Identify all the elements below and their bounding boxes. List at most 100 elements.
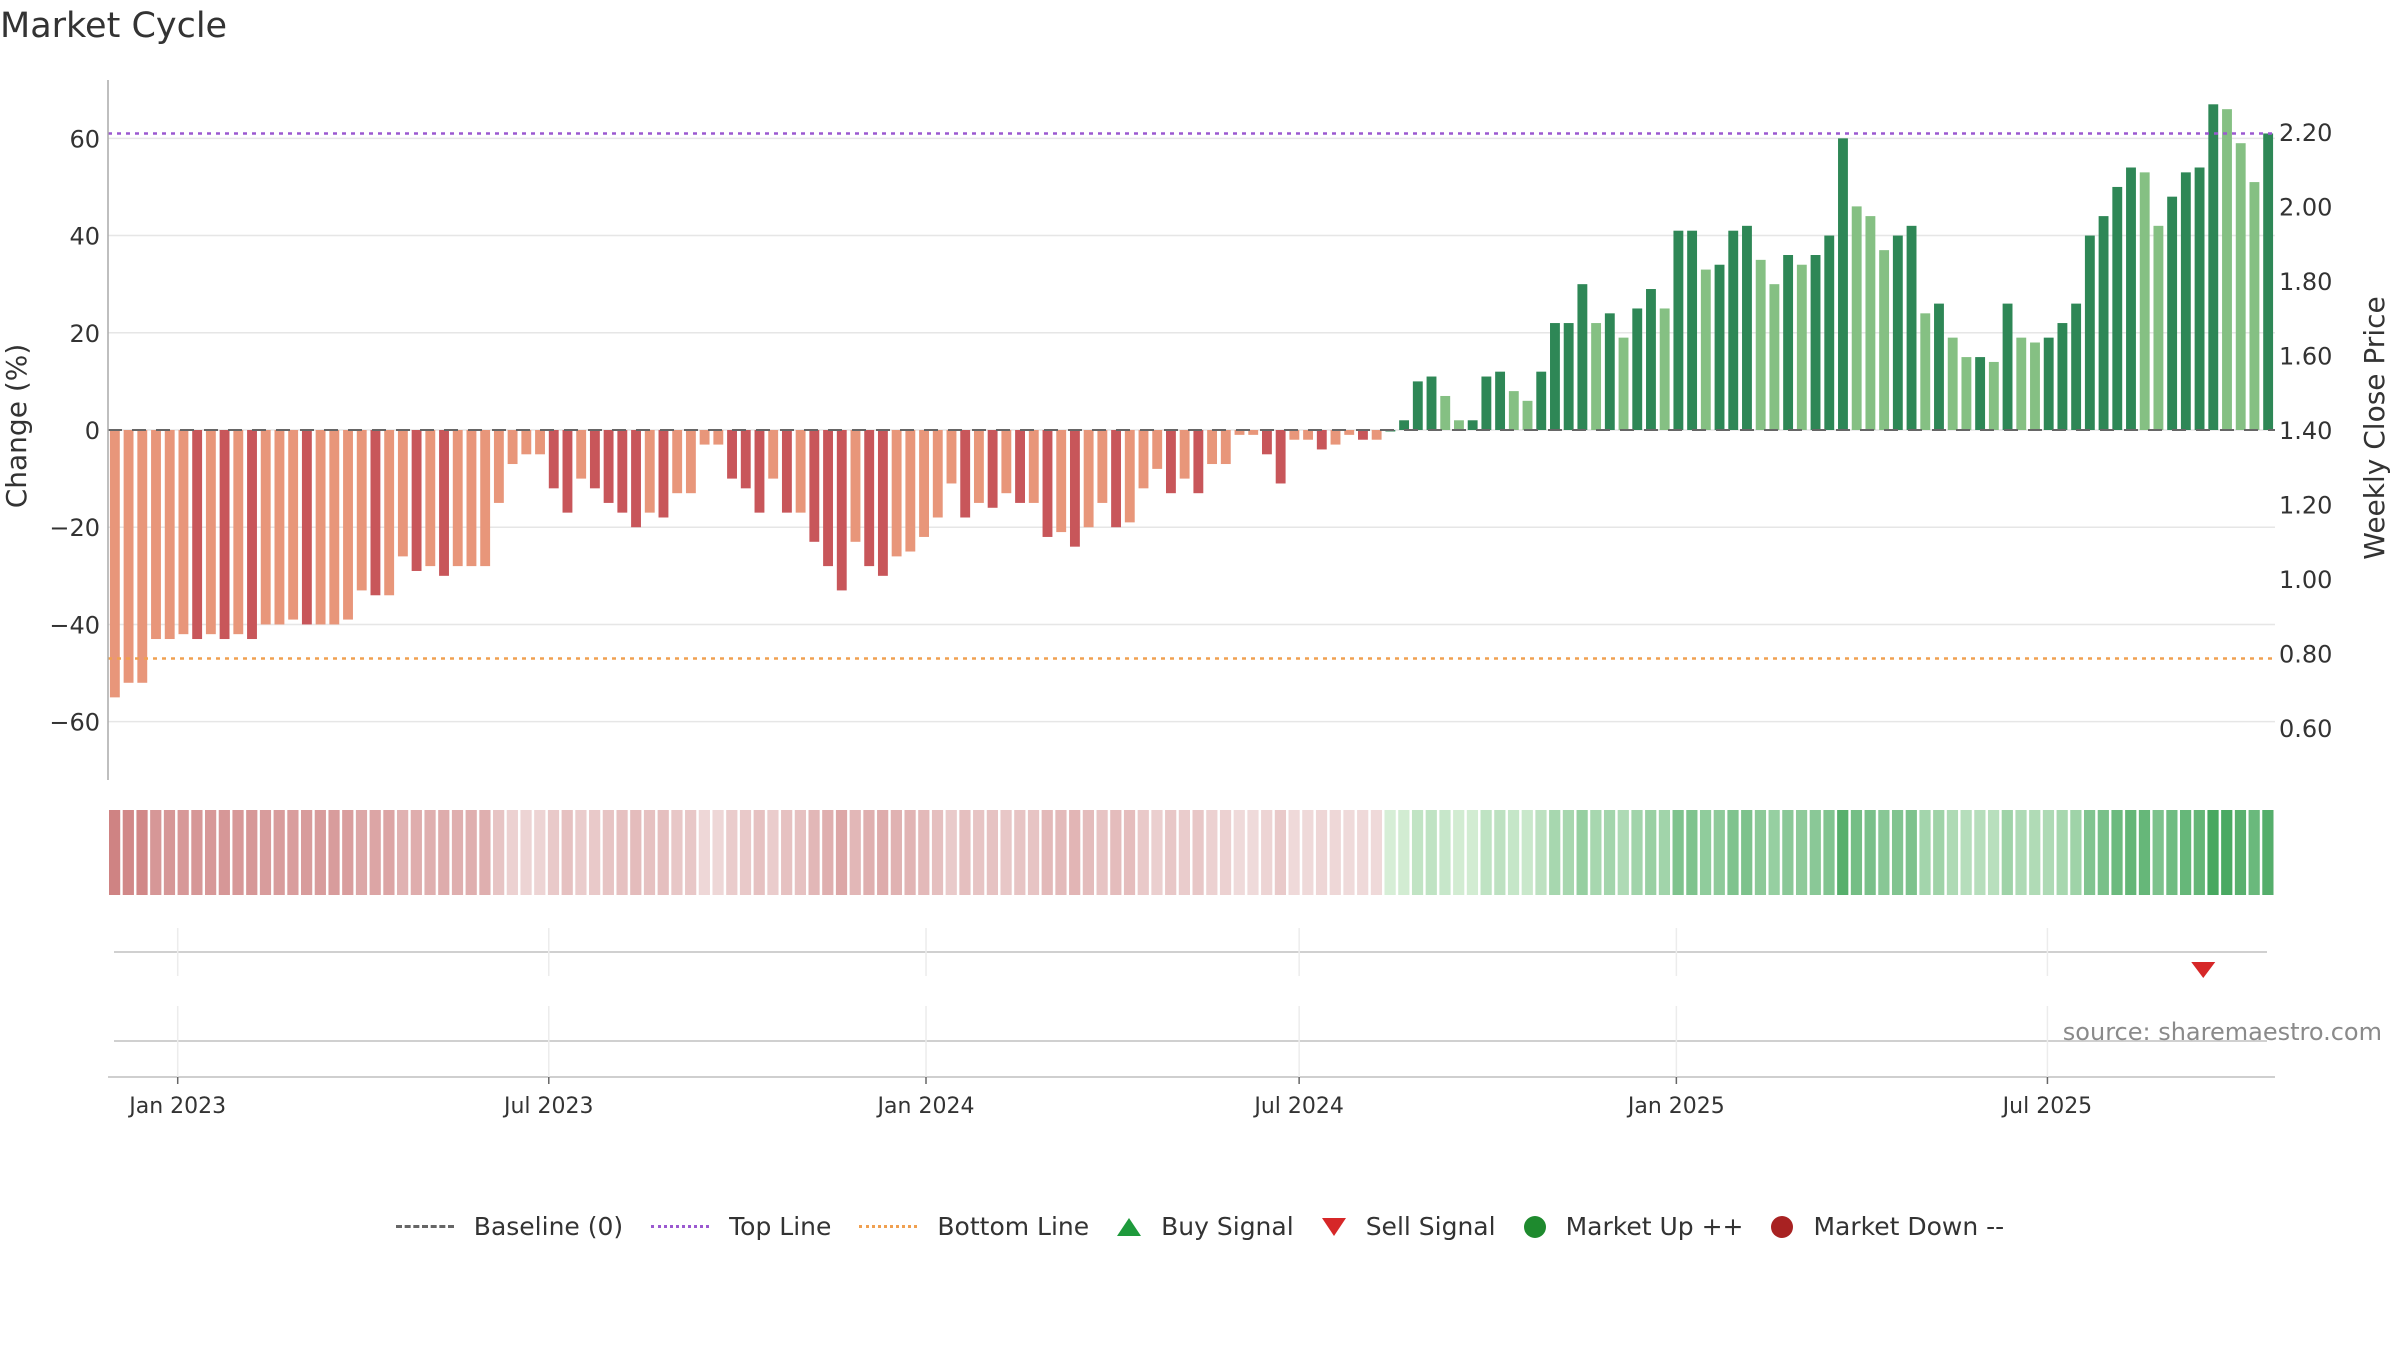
- bar: [631, 430, 641, 528]
- heat-cell: [287, 810, 299, 895]
- bar: [397, 430, 408, 557]
- top-line-swatch: [651, 1225, 710, 1228]
- bar: [727, 430, 737, 479]
- heat-cell: [1603, 810, 1616, 895]
- bar: [1906, 225, 1917, 430]
- heat-cell: [1535, 810, 1547, 895]
- y-tick-label: −40: [49, 611, 100, 639]
- legend-label: Sell Signal: [1365, 1212, 1496, 1241]
- heat-cell: [753, 810, 765, 895]
- heat-cell: [1507, 810, 1520, 895]
- bar: [781, 430, 792, 513]
- bar: [823, 430, 833, 567]
- heat-cell: [342, 810, 354, 895]
- heat-cell: [1946, 810, 1959, 895]
- heat-cell: [808, 810, 820, 895]
- heat-cell: [1096, 810, 1108, 895]
- heat-cell: [986, 810, 998, 895]
- heat-cell: [1110, 810, 1122, 895]
- bar: [274, 430, 285, 625]
- bar: [548, 430, 559, 489]
- heat-cell: [2111, 810, 2123, 895]
- heat-cell: [1494, 810, 1506, 895]
- heat-cell: [177, 810, 189, 895]
- bar: [384, 430, 395, 596]
- heat-cell: [602, 810, 614, 895]
- heat-cell: [589, 810, 601, 895]
- bar: [1248, 430, 1259, 435]
- heat-cell: [122, 810, 134, 895]
- legend: Baseline (0) Top Line Bottom Line Buy Si…: [0, 1212, 2400, 1241]
- bar: [672, 430, 683, 494]
- heat-cell: [561, 810, 573, 895]
- bar: [617, 430, 628, 513]
- bar: [356, 430, 367, 591]
- heat-cell: [246, 810, 258, 895]
- bar: [2180, 172, 2191, 430]
- heat-cell: [1549, 810, 1561, 895]
- bar: [507, 430, 518, 465]
- heat-cell: [397, 810, 409, 895]
- x-tick-label: Jul 2024: [1252, 1094, 1344, 1119]
- bar: [1783, 255, 1794, 430]
- heat-cell: [218, 810, 230, 895]
- heat-cell: [671, 810, 683, 895]
- bar: [247, 430, 257, 640]
- bar: [1851, 206, 1862, 430]
- bar: [151, 430, 161, 640]
- bar: [1824, 235, 1835, 430]
- legend-bottom-line: Bottom Line: [859, 1212, 1089, 1241]
- heat-cell: [1850, 810, 1863, 895]
- heat-cell: [2029, 810, 2041, 895]
- heat-cell: [2234, 810, 2247, 895]
- heat-cell: [1754, 810, 1767, 895]
- heat-cell: [1384, 810, 1396, 895]
- bar: [836, 430, 847, 591]
- bar: [1412, 381, 1423, 430]
- y2-tick-label: 0.60: [2279, 715, 2332, 743]
- heat-cell: [904, 810, 916, 895]
- reference-lines: [108, 132, 2275, 660]
- x-tick-label: Jan 2023: [127, 1094, 226, 1119]
- bar: [864, 430, 875, 567]
- bar: [205, 430, 216, 635]
- heat-cell: [355, 810, 368, 895]
- bar: [2263, 133, 2274, 430]
- heat-cell: [1398, 810, 1410, 895]
- heat-cell: [959, 810, 971, 895]
- heat-cell: [163, 810, 176, 895]
- heat-cell: [1055, 810, 1067, 895]
- heat-cell: [1357, 810, 1369, 895]
- legend-label: Market Down --: [1813, 1212, 2005, 1241]
- heat-cell: [1727, 810, 1739, 895]
- heat-cell: [1562, 810, 1575, 895]
- heat-cell: [2001, 810, 2013, 895]
- axes: 60 40 20 0 −20 −40 −60 2.20 2.00 1.80 1.60 1.40 1.20…: [0, 80, 2391, 780]
- bottom-line-swatch: [859, 1225, 918, 1228]
- heat-cell: [424, 810, 436, 895]
- heat-cell: [191, 810, 203, 895]
- bar: [1879, 250, 1890, 430]
- bar: [754, 430, 765, 513]
- heat-cell: [726, 810, 738, 895]
- bar: [1069, 430, 1080, 547]
- heat-cell: [547, 810, 560, 895]
- y-tick-label: 40: [69, 223, 100, 251]
- heat-cell: [1370, 810, 1383, 895]
- heat-cell: [506, 810, 518, 895]
- y2-tick-label: 0.80: [2279, 640, 2332, 668]
- y-axis-title: Change (%): [0, 344, 33, 509]
- bar: [301, 430, 312, 625]
- heat-cell: [2248, 810, 2260, 895]
- green-dot-icon: [1523, 1215, 1546, 1238]
- heat-cell: [1974, 810, 1986, 895]
- bar: [1179, 430, 1190, 479]
- bar: [1522, 400, 1533, 430]
- y-tick-label: −20: [49, 514, 100, 542]
- bar: [603, 430, 614, 503]
- bar: [1371, 430, 1382, 440]
- bar: [2112, 186, 2123, 430]
- bar: [1755, 259, 1766, 430]
- bar: [1261, 430, 1272, 455]
- heat-cell: [1987, 810, 2000, 895]
